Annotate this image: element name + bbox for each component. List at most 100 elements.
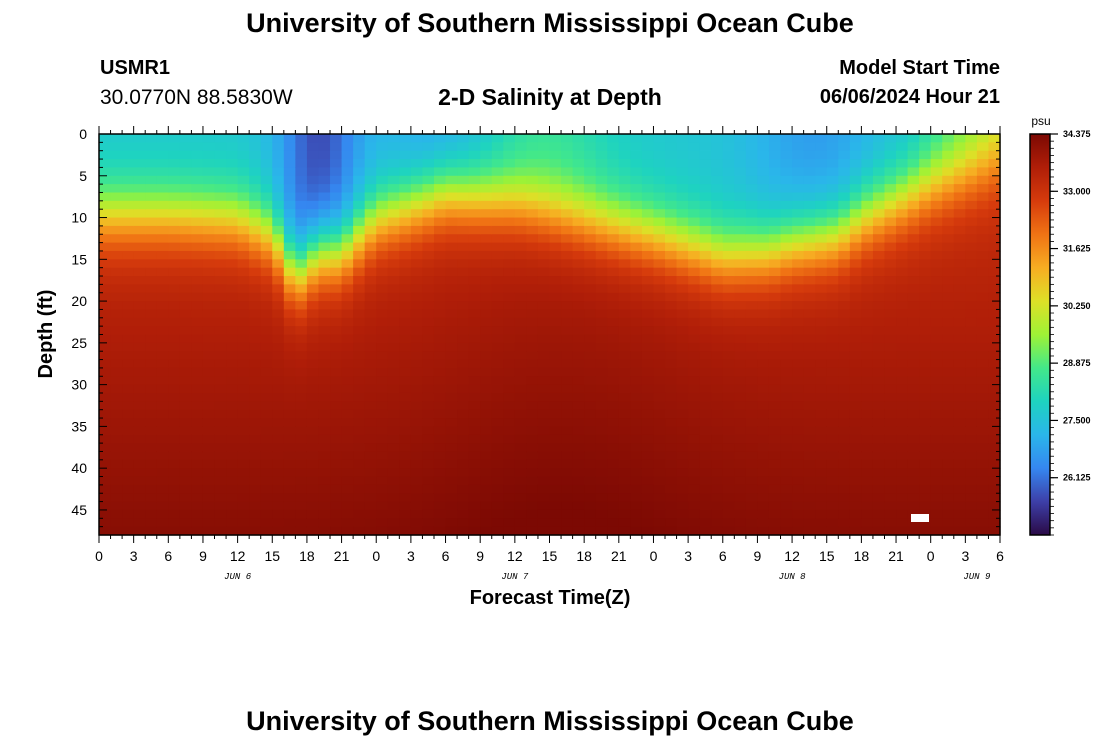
- heatmap-cell: [122, 418, 135, 427]
- heatmap-cell: [699, 334, 712, 344]
- heatmap-cell: [226, 526, 239, 536]
- heatmap-cell: [341, 376, 354, 386]
- heatmap-cell: [526, 376, 539, 386]
- heatmap-cell: [387, 459, 400, 469]
- heatmap-cell: [145, 409, 158, 419]
- heatmap-cell: [410, 175, 424, 185]
- heatmap-cell: [387, 292, 400, 302]
- heatmap-cell: [607, 317, 620, 327]
- heatmap-cell: [330, 468, 343, 478]
- heatmap-cell: [988, 217, 1001, 227]
- heatmap-cell: [930, 401, 943, 411]
- heatmap-cell: [410, 351, 424, 361]
- heatmap-cell: [896, 167, 909, 177]
- heatmap-cell: [699, 518, 712, 528]
- heatmap-cell: [561, 451, 574, 461]
- heatmap-cell: [145, 301, 158, 311]
- heatmap-cell: [665, 234, 678, 244]
- heatmap-cell: [272, 259, 285, 269]
- heatmap-cell: [976, 443, 990, 453]
- heatmap-cell: [976, 459, 990, 469]
- colorbar-tick-label: 30.250: [1063, 301, 1091, 311]
- heatmap-cell: [330, 209, 343, 219]
- heatmap-cell: [849, 451, 862, 461]
- heatmap-cell: [872, 384, 886, 394]
- heatmap-cell: [214, 267, 227, 277]
- heatmap-cell: [457, 434, 470, 444]
- heatmap-cell: [295, 484, 308, 494]
- heatmap-cell: [768, 434, 782, 444]
- heatmap-cell: [826, 301, 839, 311]
- heatmap-cell: [988, 518, 1001, 528]
- heatmap-cell: [780, 184, 793, 194]
- heatmap-cell: [734, 418, 747, 427]
- heatmap-cell: [422, 167, 435, 177]
- heatmap-cell: [699, 367, 712, 377]
- heatmap-cell: [410, 259, 424, 269]
- heatmap-cell: [330, 242, 343, 252]
- heatmap-cell: [122, 342, 135, 352]
- heatmap-cell: [179, 334, 193, 344]
- heatmap-cell: [919, 484, 932, 494]
- heatmap-cell: [745, 209, 759, 219]
- heatmap-cell: [722, 434, 735, 444]
- heatmap-cell: [965, 200, 978, 210]
- heatmap-cell: [249, 309, 262, 319]
- heatmap-cell: [618, 484, 631, 494]
- heatmap-cell: [537, 276, 551, 285]
- heatmap-cell: [179, 192, 193, 202]
- heatmap-cell: [872, 292, 886, 302]
- heatmap-cell: [595, 418, 608, 427]
- heatmap-cell: [872, 443, 886, 453]
- heatmap-cell: [976, 484, 990, 494]
- heatmap-cell: [653, 351, 666, 361]
- heatmap-cell: [122, 167, 135, 177]
- heatmap-cell: [607, 209, 620, 219]
- heatmap-cell: [491, 142, 504, 152]
- heatmap-cell: [214, 284, 227, 294]
- heatmap-cell: [780, 276, 793, 285]
- heatmap-cell: [792, 284, 805, 294]
- heatmap-cell: [133, 150, 146, 160]
- heatmap-cell: [849, 242, 862, 252]
- heatmap-cell: [907, 301, 920, 311]
- heatmap-cell: [433, 501, 447, 511]
- heatmap-cell: [272, 267, 285, 277]
- heatmap-cell: [803, 134, 816, 143]
- heatmap-cell: [595, 392, 608, 402]
- heatmap-cell: [514, 468, 527, 478]
- heatmap-cell: [99, 242, 112, 252]
- heatmap-cell: [861, 484, 874, 494]
- heatmap-cell: [387, 250, 400, 260]
- heatmap-cell: [953, 418, 966, 427]
- heatmap-cell: [584, 175, 597, 185]
- heatmap-cell: [283, 443, 296, 453]
- heatmap-cell: [965, 159, 978, 169]
- heatmap-cell: [665, 459, 678, 469]
- heatmap-cell: [561, 150, 574, 160]
- heatmap-cell: [422, 468, 435, 478]
- heatmap-cell: [214, 326, 227, 336]
- heatmap-cell: [272, 292, 285, 302]
- heatmap-cell: [792, 342, 805, 352]
- heatmap-cell: [318, 317, 331, 327]
- heatmap-cell: [156, 459, 169, 469]
- heatmap-cell: [179, 242, 193, 252]
- heatmap-cell: [179, 150, 193, 160]
- heatmap-cell: [872, 334, 886, 344]
- heatmap-cell: [433, 292, 447, 302]
- heatmap-cell: [665, 159, 678, 169]
- heatmap-cell: [260, 451, 273, 461]
- heatmap-cell: [457, 493, 470, 503]
- heatmap-cell: [872, 225, 886, 235]
- heatmap-cell: [942, 501, 955, 511]
- heatmap-cell: [734, 384, 747, 394]
- heatmap-cell: [99, 250, 112, 260]
- heatmap-cell: [653, 526, 666, 536]
- heatmap-cell: [295, 426, 308, 436]
- heatmap-cell: [226, 409, 239, 419]
- heatmap-cell: [976, 259, 990, 269]
- heatmap-cell: [353, 259, 366, 269]
- heatmap-cell: [514, 392, 527, 402]
- heatmap-cell: [122, 192, 135, 202]
